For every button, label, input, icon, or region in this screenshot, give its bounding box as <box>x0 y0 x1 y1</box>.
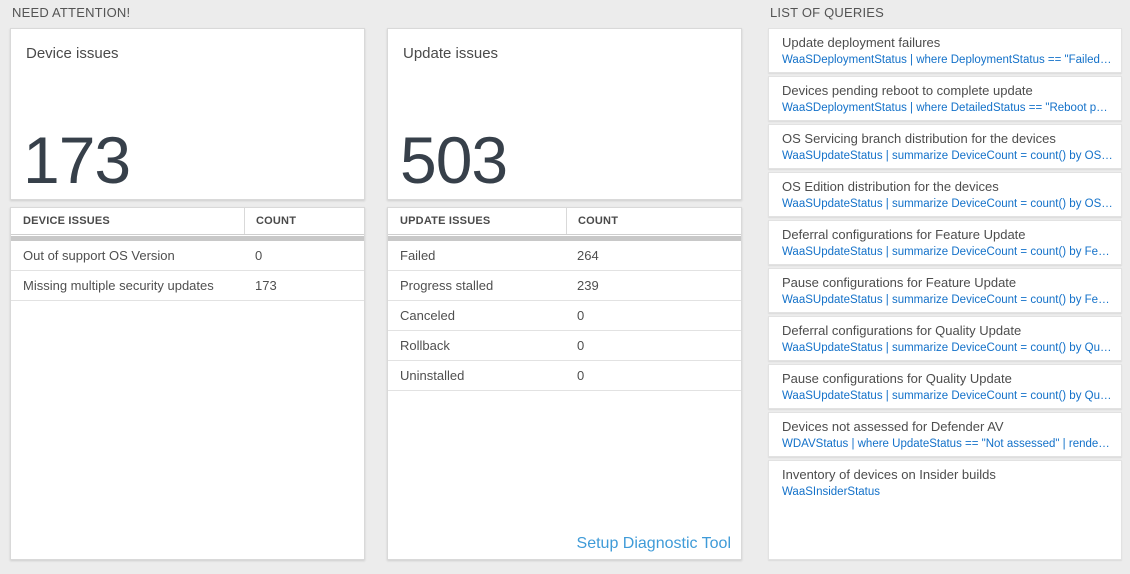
query-text-link[interactable]: WaaSUpdateStatus | summarize DeviceCount… <box>782 294 1113 306</box>
device-issues-tile-title: Device issues <box>26 45 119 62</box>
query-title: OS Edition distribution for the devices <box>782 179 999 194</box>
column-header-device-issues[interactable]: DEVICE ISSUES <box>23 215 110 227</box>
query-text-link[interactable]: WaaSUpdateStatus | summarize DeviceCount… <box>782 246 1113 258</box>
issue-label: Out of support OS Version <box>23 248 175 263</box>
section-title-spacer <box>387 0 742 28</box>
query-text-link[interactable]: WaaSInsiderStatus <box>782 486 881 498</box>
update-issues-table-header: UPDATE ISSUES COUNT <box>388 208 741 235</box>
device-issues-tile[interactable]: Device issues 173 <box>10 28 365 200</box>
issue-count: 0 <box>577 308 585 323</box>
query-list-item[interactable]: Update deployment failures WaaSDeployment… <box>768 28 1122 73</box>
query-list-item[interactable]: Deferral configurations for Quality Upda… <box>768 316 1122 361</box>
query-title: Pause configurations for Quality Update <box>782 371 1012 386</box>
query-text-link[interactable]: WaaSDeploymentStatus | where DeploymentS… <box>782 54 1113 66</box>
query-list-item[interactable]: OS Servicing branch distribution for the… <box>768 124 1122 169</box>
table-row[interactable]: Uninstalled 0 <box>388 361 741 391</box>
update-issues-tile-title: Update issues <box>403 45 499 62</box>
device-issues-table: DEVICE ISSUES COUNT Out of support OS Ve… <box>10 207 365 560</box>
query-title: Deferral configurations for Quality Upda… <box>782 323 1022 338</box>
table-row[interactable]: Out of support OS Version 0 <box>11 241 364 271</box>
query-list-item[interactable]: OS Edition distribution for the devices W… <box>768 172 1122 217</box>
query-text-link[interactable]: WaaSDeploymentStatus | where DetailedSta… <box>782 102 1113 114</box>
issue-count: 0 <box>255 248 263 263</box>
query-title: Devices pending reboot to complete updat… <box>782 83 1033 98</box>
column-list-of-queries: LIST OF QUERIES Update deployment failur… <box>768 0 1122 560</box>
issue-count: 0 <box>577 368 585 383</box>
update-issues-tile[interactable]: Update issues 503 <box>387 28 742 200</box>
query-title: Update deployment failures <box>782 35 941 50</box>
query-list-item[interactable]: Devices not assessed for Defender AV WDAV… <box>768 412 1122 457</box>
table-row[interactable]: Rollback 0 <box>388 331 741 361</box>
query-list-item[interactable]: Pause configurations for Quality Update W… <box>768 364 1122 409</box>
column-header-count[interactable]: COUNT <box>566 208 741 234</box>
device-issues-count-value: 173 <box>23 123 131 197</box>
table-horizontal-scrollbar[interactable] <box>11 236 364 241</box>
issue-label: Failed <box>400 248 436 263</box>
table-row[interactable]: Canceled 0 <box>388 301 741 331</box>
query-list-item[interactable]: Deferral configurations for Feature Upda… <box>768 220 1122 265</box>
update-issues-table-body: Failed 264 Progress stalled 239 Canceled 0 Rol… <box>388 241 741 391</box>
section-title-list-of-queries: LIST OF QUERIES <box>770 5 885 20</box>
query-text-link[interactable]: WaaSUpdateStatus | summarize DeviceCount… <box>782 342 1113 354</box>
table-horizontal-scrollbar[interactable] <box>388 236 741 241</box>
setup-diagnostic-tool-link[interactable]: Setup Diagnostic Tool <box>576 535 731 552</box>
table-row[interactable]: Failed 264 <box>388 241 741 271</box>
issue-label: Progress stalled <box>400 278 494 293</box>
query-title: Inventory of devices on Insider builds <box>782 467 996 482</box>
query-list-item[interactable]: Inventory of devices on Insider builds Wa… <box>768 460 1122 560</box>
query-text-link[interactable]: WaaSUpdateStatus | summarize DeviceCount… <box>782 198 1113 210</box>
issue-count: 264 <box>577 248 599 263</box>
issue-count: 239 <box>577 278 599 293</box>
query-text-link[interactable]: WaaSUpdateStatus | summarize DeviceCount… <box>782 150 1113 162</box>
query-title: Devices not assessed for Defender AV <box>782 419 1004 434</box>
query-title: Deferral configurations for Feature Upda… <box>782 227 1026 242</box>
column-header-count[interactable]: COUNT <box>244 208 364 234</box>
query-list-item[interactable]: Pause configurations for Feature Update W… <box>768 268 1122 313</box>
query-title: OS Servicing branch distribution for the… <box>782 131 1056 146</box>
query-text-link[interactable]: WaaSUpdateStatus | summarize DeviceCount… <box>782 390 1113 402</box>
query-list: Update deployment failures WaaSDeployment… <box>768 28 1122 560</box>
table-row[interactable]: Missing multiple security updates 173 <box>11 271 364 301</box>
device-issues-table-header: DEVICE ISSUES COUNT <box>11 208 364 235</box>
issue-label: Canceled <box>400 308 455 323</box>
issue-count: 173 <box>255 278 277 293</box>
column-header-update-issues[interactable]: UPDATE ISSUES <box>400 215 491 227</box>
query-text-link[interactable]: WDAVStatus | where UpdateStatus == "Not … <box>782 438 1113 450</box>
column-update-issues: Update issues 503 UPDATE ISSUES COUNT Fa… <box>387 0 742 560</box>
issue-count: 0 <box>577 338 585 353</box>
issue-label: Missing multiple security updates <box>23 278 214 293</box>
section-title-need-attention: NEED ATTENTION! <box>12 5 131 20</box>
issue-label: Uninstalled <box>400 368 465 383</box>
table-row[interactable]: Progress stalled 239 <box>388 271 741 301</box>
query-list-item[interactable]: Devices pending reboot to complete updat… <box>768 76 1122 121</box>
issue-label: Rollback <box>400 338 450 353</box>
update-issues-table: UPDATE ISSUES COUNT Failed 264 Progress st… <box>387 207 742 560</box>
column-device-issues: NEED ATTENTION! Device issues 173 DEVICE… <box>10 0 365 560</box>
update-issues-count-value: 503 <box>400 123 508 197</box>
query-title: Pause configurations for Feature Update <box>782 275 1017 290</box>
device-issues-table-body: Out of support OS Version 0 Missing multip… <box>11 241 364 301</box>
